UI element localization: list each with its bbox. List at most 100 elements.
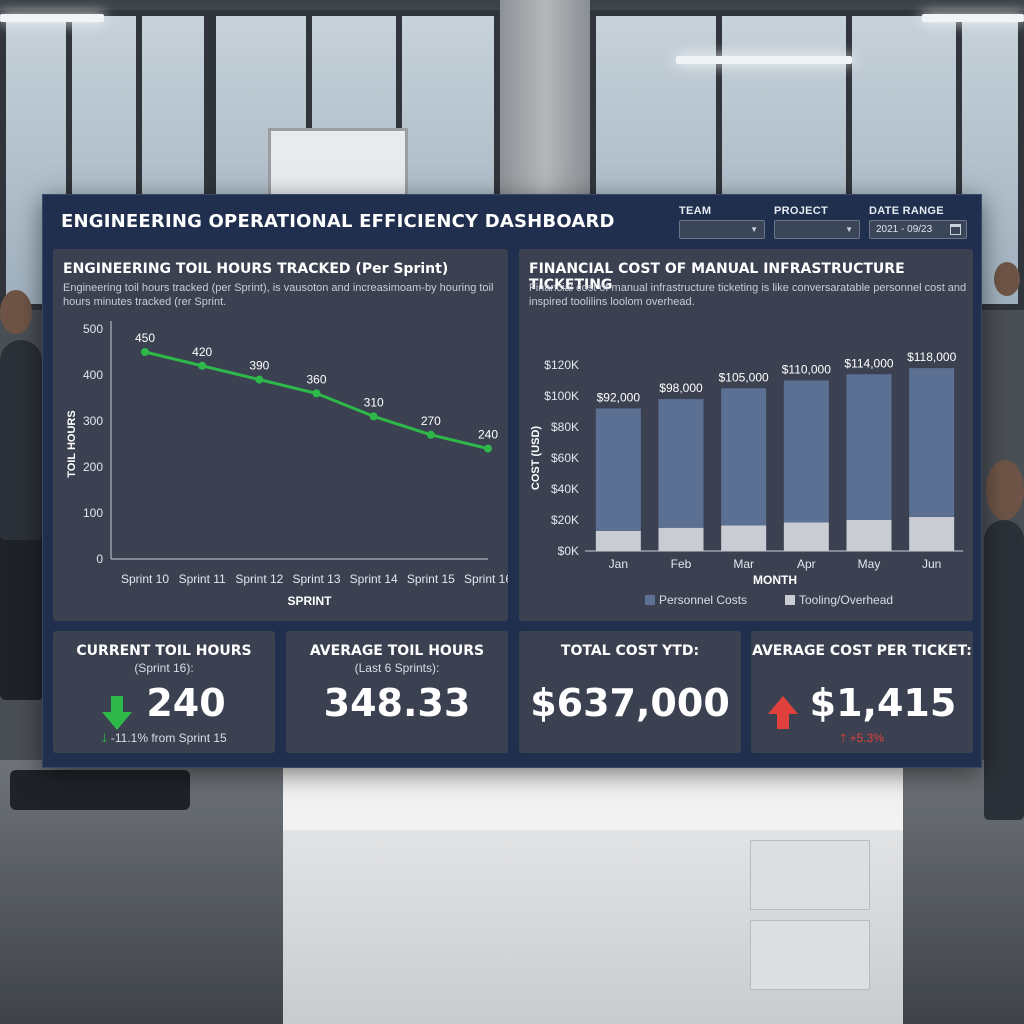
x-axis-title: MONTH: [753, 573, 797, 587]
series-line-toil-hours: [144, 350, 489, 451]
data-label: 270: [421, 414, 441, 428]
toil-line-chart: 0 100 200 300 400 500 Sprint 10 Sprint 11 Sprint…: [66, 321, 508, 608]
team-select[interactable]: ▼: [679, 220, 765, 239]
whiteboard: [268, 128, 408, 198]
y-tick-label: $0K: [558, 544, 579, 558]
y-axis-title: COST (USD): [530, 426, 542, 491]
x-tick-label: Sprint 15: [407, 572, 455, 586]
cost-panel: FINANCIAL COST OF MANUAL INFRASTRUCTURE …: [519, 249, 973, 621]
x-tick-label: Sprint 14: [350, 572, 398, 586]
bar-personnel-costs: [595, 408, 641, 531]
bar-tooling-overhead: [783, 522, 829, 551]
x-tick-label: Sprint 13: [292, 572, 340, 586]
small-arrow-up-icon: 🡑: [840, 731, 847, 745]
kpi-avg-cost-label: AVERAGE COST PER TICKET:: [752, 643, 972, 659]
dashboard: ENGINEERING OPERATIONAL EFFICIENCY DASHB…: [42, 194, 982, 768]
bar-tooling-overhead: [595, 530, 641, 551]
ceiling-light: [676, 56, 852, 64]
date-range-picker[interactable]: 2021 - 09/23: [869, 220, 967, 239]
toil-panel-subtitle: Engineering toil hours tracked (per Spri…: [63, 282, 494, 308]
kpi-current-toil-delta-row: 🡓 -11.1% from Sprint 15: [53, 729, 275, 750]
data-point: [141, 348, 149, 356]
toil-hours-panel: ENGINEERING TOIL HOURS TRACKED (Per Spri…: [53, 249, 508, 621]
bar-personnel-costs: [721, 388, 767, 526]
data-label: 310: [364, 395, 384, 409]
bar-tooling-overhead: [721, 525, 767, 551]
bar-total-label: $98,000: [659, 381, 703, 395]
office-chair-base: [10, 770, 190, 810]
y-tick-label: 100: [83, 506, 103, 520]
y-tick-label: $20K: [551, 513, 579, 527]
ceiling-light: [0, 14, 104, 22]
data-point: [369, 412, 378, 421]
dashboard-title: ENGINEERING OPERATIONAL EFFICIENCY DASHB…: [61, 211, 615, 232]
kpi-avg-toil-value: 348.33: [323, 681, 471, 725]
bar-personnel-costs: [846, 374, 892, 520]
kpi-current-toil-value: 240: [146, 681, 226, 725]
toil-panel-title: ENGINEERING TOIL HOURS TRACKED (Per Spri…: [63, 261, 449, 277]
y-tick-label: $100K: [544, 389, 579, 403]
office-chair: [0, 520, 44, 700]
y-axis-title: TOIL HOURS: [66, 410, 78, 477]
legend-label-tooling: Tooling/Overhead: [799, 593, 893, 607]
legend-swatch-personnel: [645, 595, 655, 605]
legend-label-personnel: Personnel Costs: [659, 593, 747, 607]
filter-team: TEAM ▼: [679, 205, 765, 239]
data-label: 240: [478, 428, 498, 442]
bar-total-label: $118,000: [907, 350, 956, 364]
filter-project-label: PROJECT: [774, 205, 829, 217]
y-tick-label: $80K: [551, 420, 579, 434]
bar-total-label: $114,000: [844, 356, 893, 370]
x-tick-label: Sprint 12: [235, 572, 283, 586]
kpi-total-cost-label: TOTAL COST YTD:: [560, 643, 700, 659]
date-range-value: 2021 - 09/23: [876, 224, 933, 235]
small-arrow-down-icon: 🡓: [101, 731, 108, 745]
desk-drawer: [750, 920, 870, 990]
person-right: [984, 520, 1024, 820]
person-far-head: [994, 262, 1020, 296]
filter-date-range: DATE RANGE 2021 - 09/23: [869, 205, 967, 239]
concrete-column: [500, 0, 590, 210]
kpi-avg-toil: AVERAGE TOIL HOURS (Last 6 Sprints): 348…: [286, 631, 508, 753]
x-tick-label: Mar: [733, 557, 754, 571]
arrow-up-icon: [767, 696, 798, 729]
x-tick-label: Jun: [922, 557, 941, 571]
kpi-total-cost: TOTAL COST YTD: $637,000: [519, 631, 741, 753]
arrow-down-icon: [102, 696, 133, 730]
cost-panel-subtitle: Financial cost of manual infrastructure …: [529, 282, 967, 308]
kpi-avg-cost: AVERAGE COST PER TICKET: $1,415 🡑 +5.3%: [751, 631, 973, 753]
x-axis-title: SPRINT: [287, 594, 332, 608]
calendar-icon: [950, 224, 961, 235]
bar-tooling-overhead: [909, 516, 955, 551]
kpi-avg-cost-delta-row: 🡑 +5.3%: [751, 729, 973, 750]
bar-total-label: $110,000: [782, 363, 831, 377]
kpi-avg-cost-value: $1,415: [809, 681, 957, 725]
kpi-current-toil-value-row: 240: [53, 681, 275, 730]
bar-total-label: $105,000: [719, 370, 769, 384]
kpi-total-cost-value: $637,000: [530, 681, 730, 725]
kpi-current-toil-label: CURRENT TOIL HOURS: [76, 643, 252, 659]
x-tick-label: Jan: [609, 557, 628, 571]
kpi-current-toil-delta: -11.1% from Sprint 15: [110, 731, 227, 745]
x-tick-label: Feb: [671, 557, 692, 571]
y-tick-label: 400: [83, 368, 103, 382]
y-tick-label: $60K: [551, 451, 579, 465]
data-point: [426, 430, 435, 439]
kpi-avg-cost-delta: +5.3%: [849, 731, 884, 745]
data-label: 360: [306, 372, 326, 386]
bar-personnel-costs: [658, 399, 704, 528]
x-tick-label: Sprint 10: [121, 572, 169, 586]
y-tick-label: $40K: [551, 482, 579, 496]
y-tick-label: 500: [83, 322, 103, 336]
person-left: [0, 340, 42, 540]
bar-total-label: $92,000: [597, 390, 641, 404]
x-tick-label: May: [858, 557, 881, 571]
x-tick-label: Sprint 16: [464, 572, 508, 586]
kpi-avg-cost-value-row: $1,415: [751, 681, 973, 729]
bar-tooling-overhead: [846, 520, 892, 551]
data-label: 450: [135, 331, 155, 345]
x-tick-label: Apr: [797, 557, 816, 571]
project-select[interactable]: ▼: [774, 220, 860, 239]
y-tick-label: 0: [96, 552, 103, 566]
y-tick-label: 300: [83, 414, 103, 428]
